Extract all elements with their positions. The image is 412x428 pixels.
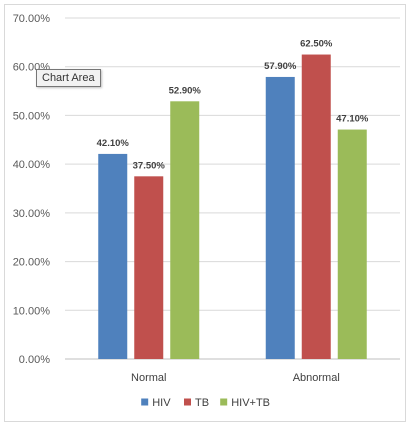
bar-chart: 0.00%10.00%20.00%30.00%40.00%50.00%60.00…	[13, 13, 400, 409]
legend-item-hiv[interactable]: HIV	[141, 397, 171, 409]
legend: HIV TB HIV+TB	[141, 397, 270, 409]
y-tick-label: 40.00%	[13, 159, 51, 171]
category-label: Abnormal	[293, 372, 340, 384]
bars	[98, 54, 367, 360]
chart-area[interactable]: 0.00% 10.00% 20.00% 30.00% 40.00% 50.00% 60.00…	[4, 4, 406, 422]
data-label: 57.90%	[264, 61, 297, 72]
bar-hiv-normal[interactable]	[98, 153, 128, 359]
bar-hiv-abnormal[interactable]	[265, 76, 295, 360]
y-axis-tick-labels: 0.00%10.00%20.00%30.00%40.00%50.00%60.00…	[13, 13, 51, 366]
data-label: 37.50%	[133, 160, 166, 171]
legend-swatch	[141, 398, 149, 406]
legend-swatch	[184, 398, 191, 406]
legend-swatch	[220, 398, 228, 406]
y-tick-label: 50.00%	[13, 110, 51, 122]
legend-label: HIV+TB	[231, 397, 270, 409]
category-label: Normal	[131, 372, 166, 384]
y-tick-label: 30.00%	[13, 208, 51, 220]
legend-item-hiv-tb[interactable]: HIV+TB	[220, 397, 270, 409]
y-tick-label: 10.00%	[13, 305, 51, 317]
bar-hiv-tb-normal[interactable]	[170, 101, 200, 360]
bar-tb-abnormal[interactable]	[301, 54, 331, 360]
chart-area-tooltip: Chart Area	[36, 69, 101, 87]
legend-label: HIV	[152, 397, 171, 409]
data-label: 52.90%	[169, 85, 202, 96]
x-axis-category-labels: Normal Abnormal	[131, 372, 340, 384]
data-label: 42.10%	[97, 138, 130, 149]
data-labels: 42.10%37.50% 52.90% 57.90%62.50% 47.10%	[97, 39, 369, 172]
y-tick-label: 0.00%	[19, 354, 50, 366]
bar-tb-normal[interactable]	[134, 176, 164, 359]
data-label: 62.50%	[300, 39, 333, 50]
y-tick-label: 20.00%	[13, 257, 51, 269]
legend-label: TB	[195, 397, 209, 409]
legend-item-tb[interactable]: TB	[184, 397, 209, 409]
data-label: 47.10%	[336, 114, 369, 125]
y-tick-label: 70.00%	[13, 13, 51, 25]
bar-hiv-tb-abnormal[interactable]	[337, 129, 367, 359]
